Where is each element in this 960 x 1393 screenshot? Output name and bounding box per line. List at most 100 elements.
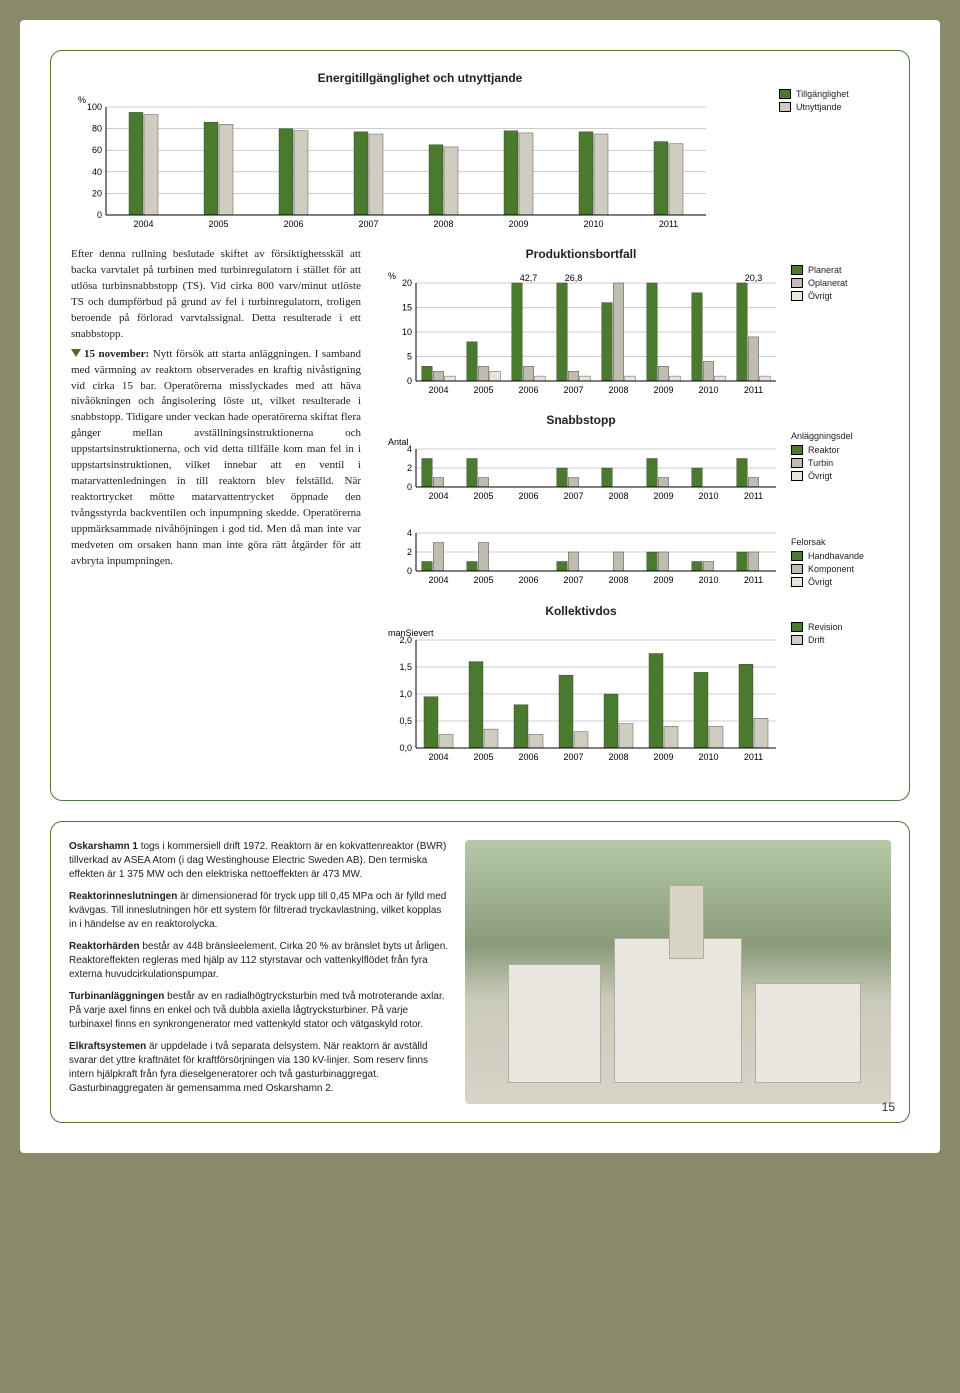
chart2-row: Produktionsbortfall %051015202004200542,…: [381, 247, 901, 399]
svg-text:2010: 2010: [698, 491, 718, 501]
svg-text:2010: 2010: [698, 385, 718, 395]
legend-item: Komponent: [791, 564, 901, 574]
info-p4: Turbinanläggningen består av en radialhö…: [69, 990, 449, 1032]
svg-text:2010: 2010: [583, 219, 603, 229]
legend-item: Oplanerat: [791, 278, 901, 288]
svg-text:100: 100: [87, 102, 102, 112]
legend-item: Planerat: [791, 265, 901, 275]
svg-text:20,3: 20,3: [745, 273, 763, 283]
svg-text:%: %: [388, 271, 396, 281]
svg-text:2010: 2010: [698, 752, 718, 762]
chart4-svg: manSievert0,00,51,01,52,0200420052006200…: [381, 626, 781, 766]
legend-item: Utnyttjande: [779, 102, 889, 112]
svg-text:4: 4: [407, 528, 412, 538]
svg-text:2,0: 2,0: [399, 635, 412, 645]
svg-text:40: 40: [92, 167, 102, 177]
svg-text:0,0: 0,0: [399, 743, 412, 753]
svg-text:2008: 2008: [608, 575, 628, 585]
chart3a-row: Snabbstopp Antal024200420052006200720082…: [381, 413, 901, 505]
chart4-title: Kollektivdos: [381, 604, 781, 618]
svg-text:2006: 2006: [283, 219, 303, 229]
legend-item: Handhavande: [791, 551, 901, 561]
svg-text:2009: 2009: [653, 385, 673, 395]
chart1-row: Energitillgänglighet och utnyttjande % 0 2…: [71, 71, 889, 233]
svg-text:0: 0: [407, 566, 412, 576]
svg-text:2006: 2006: [518, 491, 538, 501]
legend-item: Reaktor: [791, 445, 901, 455]
svg-text:5: 5: [407, 352, 412, 362]
legend-item: Övrigt: [791, 291, 901, 301]
page-number: 15: [882, 1100, 895, 1114]
svg-text:0,5: 0,5: [399, 716, 412, 726]
chart1-svg: %020406080100200420052006200720082009201…: [71, 93, 711, 233]
chart1-legend: Tillgänglighet Utnyttjande: [779, 71, 889, 115]
svg-text:2006: 2006: [518, 575, 538, 585]
svg-text:2007: 2007: [563, 385, 583, 395]
svg-text:2006: 2006: [518, 385, 538, 395]
para2-body: Nytt försök att starta anläggningen. I s…: [71, 348, 361, 567]
svg-text:2004: 2004: [133, 219, 153, 229]
info-p5: Elkraftsystemen är uppdelade i två separ…: [69, 1040, 449, 1096]
svg-text:2004: 2004: [428, 491, 448, 501]
chart3a-title: Snabbstopp: [381, 413, 781, 427]
svg-text:2005: 2005: [473, 752, 493, 762]
svg-text:2008: 2008: [608, 491, 628, 501]
svg-text:2005: 2005: [473, 575, 493, 585]
legend-item: Revision: [791, 622, 901, 632]
svg-text:2010: 2010: [698, 575, 718, 585]
legend-item: Tillgänglighet: [779, 89, 889, 99]
para1: Efter denna rullning beslutade skiftet a…: [71, 247, 361, 343]
svg-text:2011: 2011: [744, 491, 763, 501]
info-p3: Reaktorhärden består av 448 bränsleeleme…: [69, 940, 449, 982]
chart3b-svg: 02420042005200620072008200920102011: [381, 519, 781, 589]
side-charts: Produktionsbortfall %051015202004200542,…: [381, 247, 901, 780]
svg-text:2: 2: [407, 463, 412, 473]
para2: 15 november: Nytt försök att starta anlä…: [71, 347, 361, 570]
svg-text:42,7: 42,7: [520, 273, 538, 283]
info-p2-strong: Reaktorinneslutningen: [69, 891, 177, 902]
chart3b-legend: FelorsakHandhavandeKomponentÖvrigt: [791, 519, 901, 590]
svg-text:2007: 2007: [563, 491, 583, 501]
document-page: Energitillgänglighet och utnyttjande % 0 2…: [20, 20, 940, 1153]
svg-text:Antal: Antal: [388, 437, 409, 447]
svg-text:2005: 2005: [473, 491, 493, 501]
info-p3-strong: Reaktorhärden: [69, 941, 140, 952]
svg-text:1,0: 1,0: [399, 689, 412, 699]
facility-photo: [465, 840, 891, 1104]
svg-text:10: 10: [402, 327, 412, 337]
svg-text:2009: 2009: [653, 752, 673, 762]
svg-text:0: 0: [407, 376, 412, 386]
chart3a-legend: AnläggningsdelReaktorTurbinÖvrigt: [791, 413, 901, 484]
two-column-layout: Efter denna rullning beslutade skiftet a…: [71, 247, 889, 780]
svg-text:0: 0: [97, 210, 102, 220]
svg-text:2008: 2008: [608, 752, 628, 762]
svg-text:20: 20: [92, 188, 102, 198]
svg-text:2008: 2008: [433, 219, 453, 229]
legend-item: Övrigt: [791, 577, 901, 587]
info-p4-strong: Turbinanläggningen: [69, 991, 164, 1002]
svg-text:60: 60: [92, 145, 102, 155]
svg-text:2007: 2007: [563, 575, 583, 585]
svg-text:20: 20: [402, 278, 412, 288]
chart1-title: Energitillgänglighet och utnyttjande: [71, 71, 769, 85]
svg-text:2009: 2009: [653, 575, 673, 585]
svg-text:2: 2: [407, 547, 412, 557]
svg-text:2005: 2005: [473, 385, 493, 395]
chart4-row: Kollektivdos manSievert0,00,51,01,52,020…: [381, 604, 901, 766]
chart3b-row: 02420042005200620072008200920102011 Felo…: [381, 519, 901, 590]
svg-text:2009: 2009: [653, 491, 673, 501]
chart2-svg: %051015202004200542,7200626,820072008200…: [381, 269, 781, 399]
svg-text:%: %: [78, 95, 86, 105]
svg-text:0: 0: [407, 482, 412, 492]
svg-text:2011: 2011: [744, 752, 763, 762]
svg-text:2006: 2006: [518, 752, 538, 762]
info-panel: Oskarshamn 1 togs i kommersiell drift 19…: [50, 821, 910, 1123]
info-text: Oskarshamn 1 togs i kommersiell drift 19…: [69, 840, 449, 1104]
info-p1-strong: Oskarshamn 1: [69, 841, 138, 852]
svg-text:2004: 2004: [428, 385, 448, 395]
chart1-body: Energitillgänglighet och utnyttjande % 0 2…: [71, 71, 769, 233]
legend-item: Drift: [791, 635, 901, 645]
narrative-text: Efter denna rullning beslutade skiftet a…: [71, 247, 361, 780]
info-p1: Oskarshamn 1 togs i kommersiell drift 19…: [69, 840, 449, 882]
chart2-body: Produktionsbortfall %051015202004200542,…: [381, 247, 781, 399]
